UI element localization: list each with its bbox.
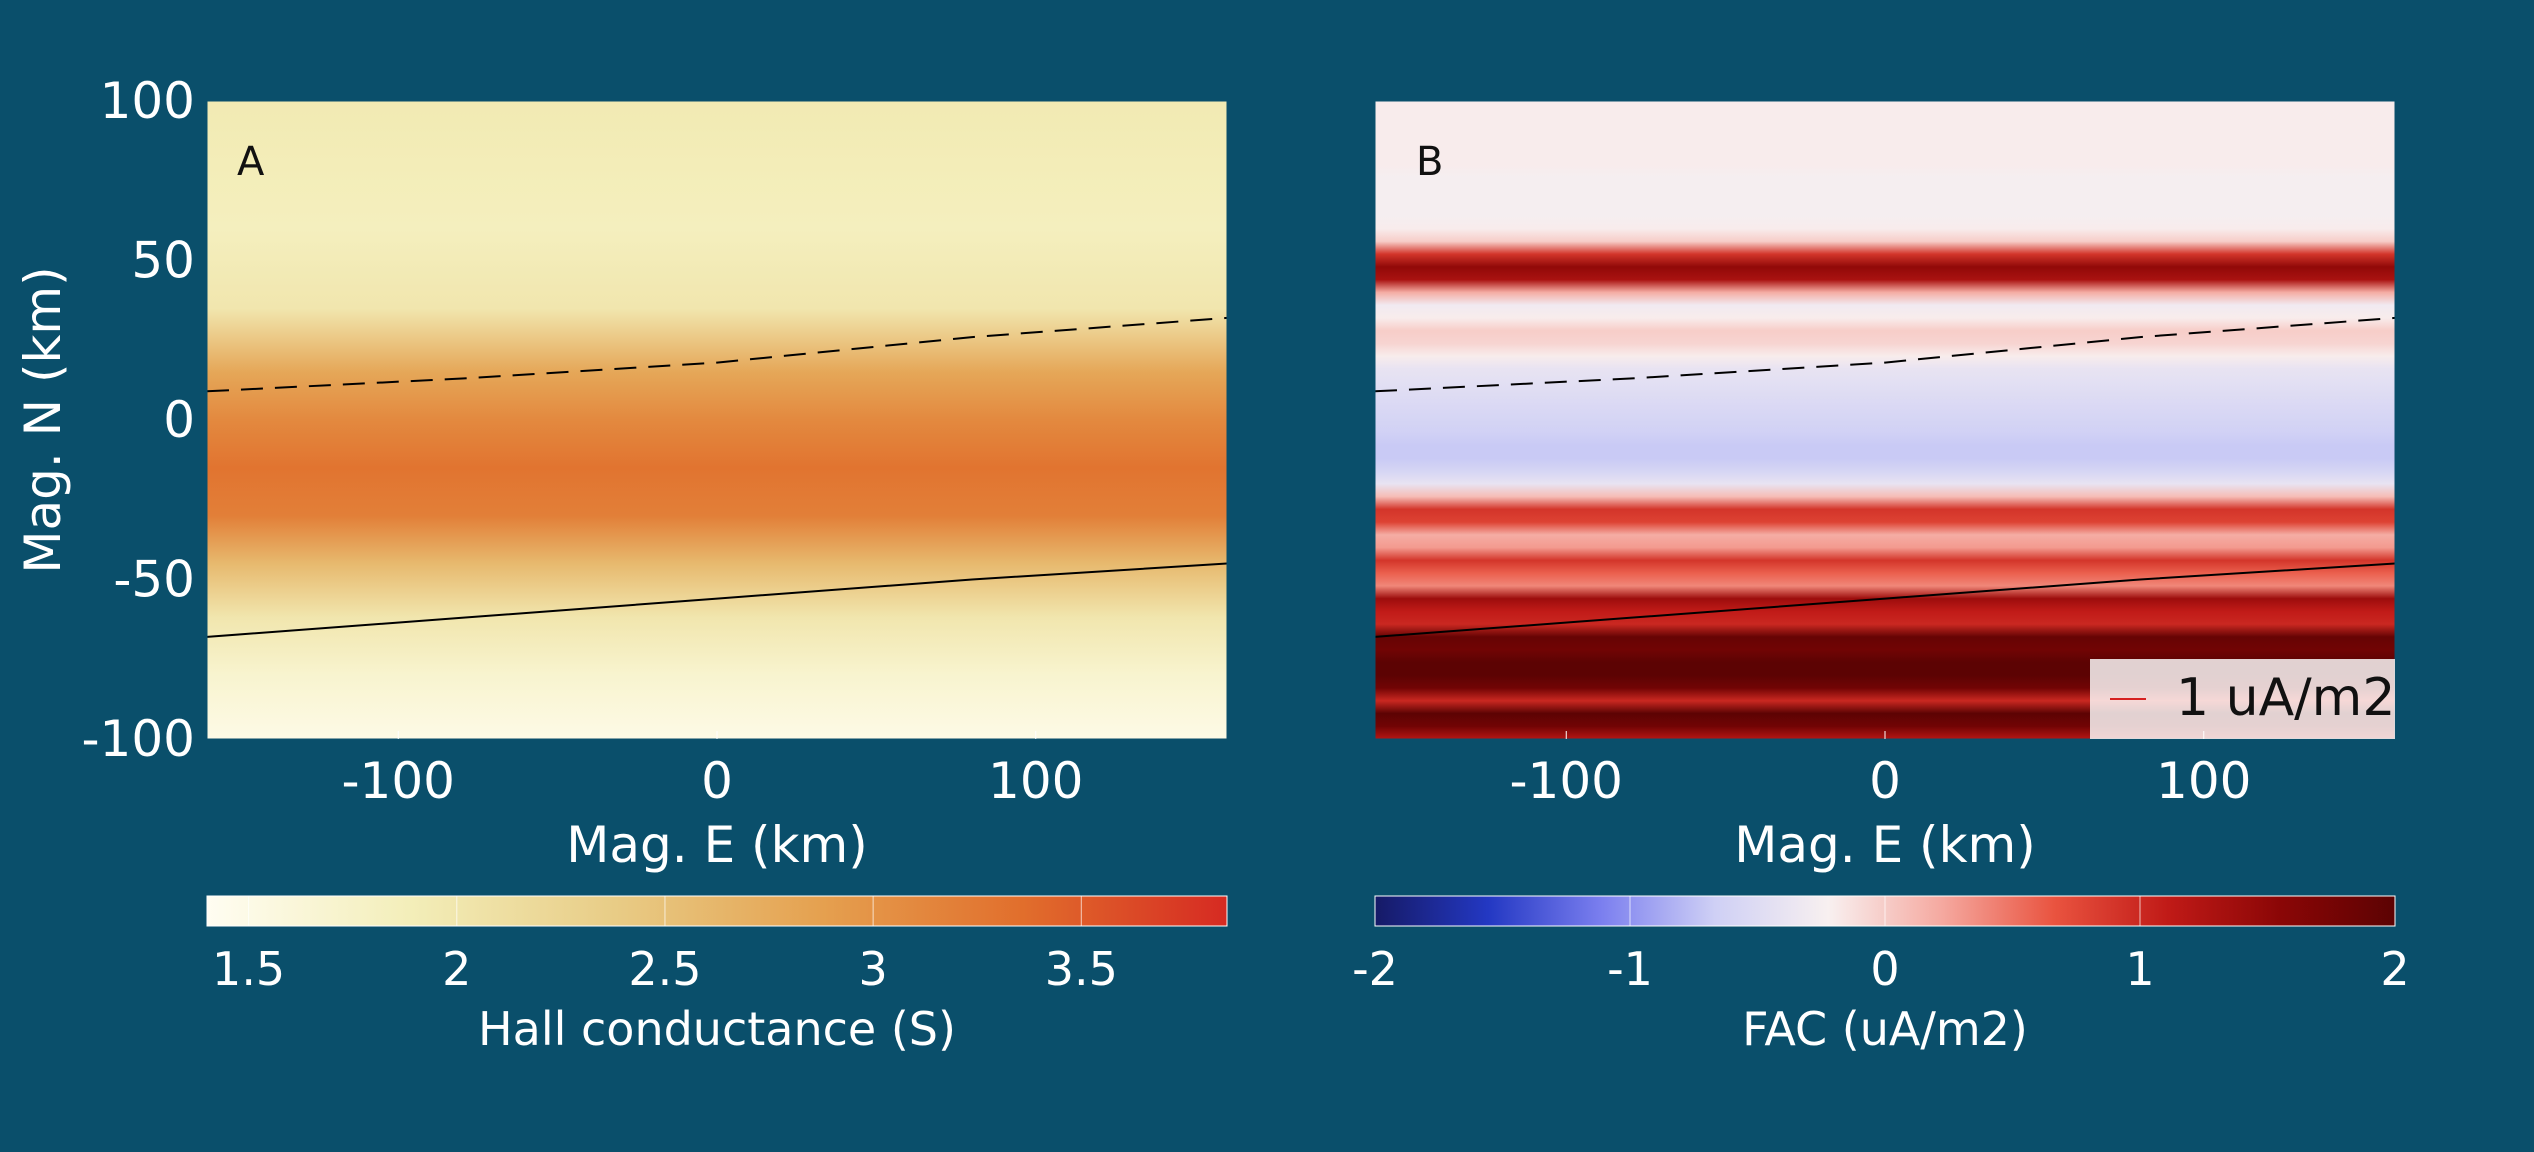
colorbar-a-gradient bbox=[206, 895, 1228, 927]
x-tick-label: -100 bbox=[1510, 752, 1623, 810]
panel-a-xlabel: Mag. E (km) bbox=[566, 816, 867, 874]
x-tick-label: -100 bbox=[342, 752, 455, 810]
panel-a-boundaries bbox=[207, 316, 1227, 638]
solid-boundary-line bbox=[207, 562, 1227, 638]
panel-a-heatmap bbox=[207, 101, 1227, 739]
panel-b-boundaries bbox=[1375, 316, 2395, 638]
colorbar-tick-label: 0 bbox=[1870, 942, 1899, 996]
colorbar-tick-label: 3.5 bbox=[1045, 942, 1118, 996]
panel-a-x-ticks: -100 0 100 bbox=[342, 731, 1083, 810]
x-tick-label: 100 bbox=[988, 752, 1083, 810]
x-tick-label: 0 bbox=[1869, 752, 1901, 810]
y-tick-label: 50 bbox=[131, 232, 195, 290]
y-tick-label: -100 bbox=[82, 710, 195, 768]
colorbar-a-ticks: 1.5 2 2.5 3 3.5 bbox=[212, 896, 1118, 996]
colorbar-b-ticks: -2 -1 0 1 2 bbox=[1352, 896, 2410, 996]
legend-label: 1 uA/m2 bbox=[2176, 668, 2395, 728]
colorbar-tick-label: 3 bbox=[858, 942, 887, 996]
x-tick-label: 100 bbox=[2156, 752, 2251, 810]
dashed-boundary-line bbox=[207, 316, 1227, 393]
colorbar-tick-label: -1 bbox=[1607, 942, 1653, 996]
panel-a-label: A bbox=[237, 139, 265, 185]
colorbar-a: 1.5 2 2.5 3 3.5 Hall conductance (S) bbox=[206, 895, 1228, 1056]
panel-a-y-ticks: -100 -50 0 50 100 bbox=[82, 72, 195, 768]
y-tick-label: 0 bbox=[163, 391, 195, 449]
colorbar-tick-label: 2 bbox=[442, 942, 471, 996]
x-tick-label: 0 bbox=[701, 752, 733, 810]
colorbar-b-label: FAC (uA/m2) bbox=[1742, 1002, 2028, 1056]
colorbar-tick-label: 1 bbox=[2125, 942, 2154, 996]
dashed-boundary-line bbox=[1375, 316, 2395, 393]
panel-a: A -100 -50 0 50 100 -100 0 100 Mag. E (km) Mag… bbox=[14, 72, 1228, 874]
panel-b: B -100 0 100 Mag. E (km) 1 uA/m2 bbox=[1374, 100, 2396, 874]
colorbar-b: -2 -1 0 1 2 FAC (uA/m2) bbox=[1352, 895, 2410, 1056]
panel-b-x-ticks: -100 0 100 bbox=[1510, 731, 2251, 810]
colorbar-a-label: Hall conductance (S) bbox=[478, 1002, 956, 1056]
colorbar-tick-label: 1.5 bbox=[212, 942, 285, 996]
y-tick-label: 100 bbox=[100, 72, 195, 130]
colorbar-tick-label: 2.5 bbox=[628, 942, 701, 996]
panel-b-label: B bbox=[1416, 139, 1443, 185]
y-tick-label: -50 bbox=[113, 551, 195, 609]
colorbar-tick-label: -2 bbox=[1352, 942, 1398, 996]
panel-a-ylabel: Mag. N (km) bbox=[14, 266, 72, 573]
colorbar-tick-label: 2 bbox=[2380, 942, 2409, 996]
solid-boundary-line bbox=[1375, 562, 2395, 638]
panel-b-legend: 1 uA/m2 bbox=[2090, 659, 2395, 739]
panel-b-heatmap bbox=[1375, 101, 2395, 739]
panel-b-xlabel: Mag. E (km) bbox=[1734, 816, 2035, 874]
